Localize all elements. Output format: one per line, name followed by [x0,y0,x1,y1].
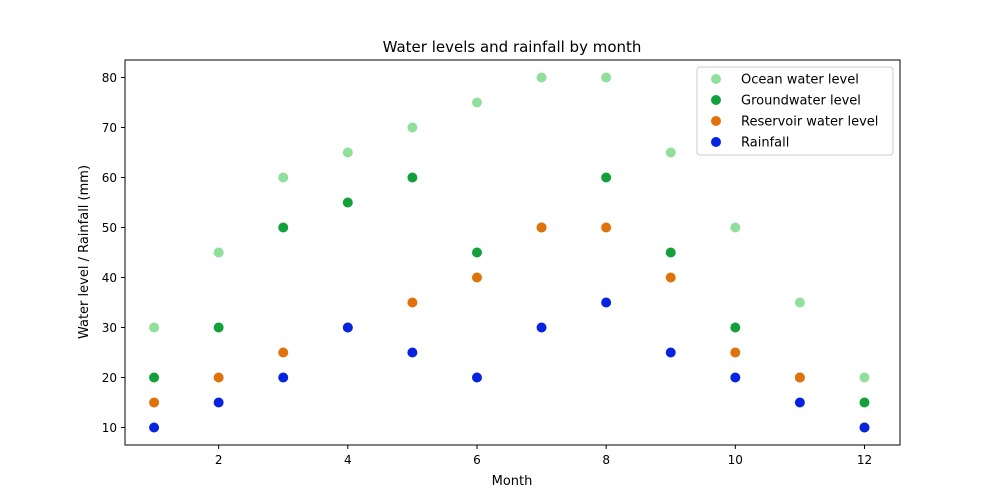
chart-title: Water levels and rainfall by month [383,38,642,56]
data-point [149,372,160,383]
y-tick-label: 10 [102,421,117,435]
x-axis-label: Month [492,474,533,489]
y-tick-label: 20 [102,371,117,385]
data-point [278,347,289,358]
data-point [342,322,353,333]
data-point [471,97,482,108]
data-point [536,322,547,333]
data-point [859,422,870,433]
x-tick-label: 4 [344,453,352,467]
legend-box [696,66,894,156]
data-point [213,247,224,258]
legend-marker [711,116,721,126]
data-point [859,372,870,383]
x-tick-label: 12 [857,453,872,467]
y-tick-label: 30 [102,321,117,335]
data-point [794,372,805,383]
data-point [278,372,289,383]
legend-label: Ocean water level [741,73,859,88]
data-point [730,372,741,383]
legend-label: Rainfall [741,136,789,151]
data-point [342,197,353,208]
plot-frame [124,59,901,446]
data-point [601,72,612,83]
legend-label: Reservoir water level [741,115,878,130]
y-tick-label: 70 [102,121,117,135]
data-point [601,172,612,183]
data-point [794,397,805,408]
data-point [536,72,547,83]
data-point [213,322,224,333]
data-point [665,272,676,283]
axis-ticks: 2 4 6 8 10 12 10 20 30 40 50 60 70 80 [102,71,872,467]
data-point [794,297,805,308]
x-tick-label: 8 [602,453,610,467]
data-point [213,372,224,383]
y-tick-label: 60 [102,171,117,185]
series-2-points [149,222,870,433]
legend-marker [711,95,721,105]
data-point [149,322,160,333]
x-tick-label: 6 [473,453,481,467]
data-point [407,122,418,133]
y-tick-label: 80 [102,71,117,85]
data-point [149,397,160,408]
data-point [859,397,870,408]
x-tick-label: 10 [728,453,743,467]
x-tick-label: 2 [215,453,223,467]
data-point [407,297,418,308]
y-tick-label: 50 [102,221,117,235]
series-1-points [149,172,870,408]
data-point [665,247,676,258]
data-point [342,147,353,158]
legend-label: Groundwater level [741,94,861,109]
data-point [471,247,482,258]
data-point [665,147,676,158]
legend-marker [711,74,721,84]
data-point [278,222,289,233]
y-tick-label: 40 [102,271,117,285]
data-point [407,347,418,358]
data-point [730,322,741,333]
data-point [601,222,612,233]
legend: Ocean water level Groundwater level Reserv… [696,66,894,156]
y-axis-label: Water level / Rainfall (mm) [77,165,92,339]
data-point [730,347,741,358]
data-point [536,222,547,233]
data-point [601,297,612,308]
series-3-points [149,297,870,433]
data-point [471,272,482,283]
data-point [471,372,482,383]
data-point [730,222,741,233]
data-point [278,172,289,183]
data-point [407,172,418,183]
data-points [149,72,870,433]
data-point [665,347,676,358]
legend-marker [711,137,721,147]
data-point [213,397,224,408]
data-point [149,422,160,433]
series-0-points [149,72,870,383]
